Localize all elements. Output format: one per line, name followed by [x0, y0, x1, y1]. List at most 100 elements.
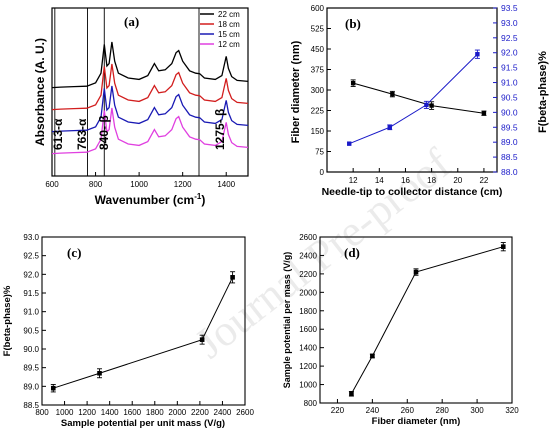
panel-c-x-tick-label: 2000 [168, 408, 186, 417]
panel-a-series-line [51, 107, 249, 155]
panel-b-chart: 12 14 16 18 20 22 0 75 150 225 300 375 450 525 600 88.0… [290, 3, 549, 198]
panel-d-y-tick-label: 1000 [299, 381, 317, 390]
panel-c-data-point [50, 385, 56, 391]
panel-c-data-point [230, 275, 235, 280]
panel-b-data-point [347, 141, 352, 146]
panel-c-data-point [97, 370, 102, 376]
panel-d-x-tick-label: 280 [436, 406, 450, 415]
panel-a-annotation-label: 613-α [51, 118, 65, 150]
panel-b-y-axis-label-right: F(beta-phase)% [537, 51, 549, 133]
panel-b-y-left-tick-label: 300 [311, 86, 325, 95]
panel-d-chart: 220 240 260 280 300 320 800 1000 1200 1400 1600 180… [282, 233, 519, 427]
panel-a-x-axis-label: Wavenumber (cm-1) [95, 192, 206, 207]
panel-c-y-tick-label: 91.0 [23, 308, 39, 317]
panel-b-y-left-tick-label: 0 [320, 168, 325, 177]
panel-d-y-tick-label: 1800 [299, 307, 317, 316]
panel-d-data-point [349, 391, 354, 397]
panel-d-y-tick-label: 800 [304, 399, 318, 408]
panel-c-series [50, 271, 236, 393]
panel-d-plot-frame [319, 236, 513, 404]
panel-a-annotation-label: 763-α [75, 118, 89, 150]
panel-d-series-line [350, 246, 504, 395]
panel-d-x-tick-label: 220 [331, 406, 345, 415]
panel-b-data-point [475, 52, 480, 57]
panel-a-annotation-label: 840- β [97, 115, 111, 150]
panel-b-y-right-tick-label: 92.5 [501, 33, 518, 43]
panel-b-data-point [424, 102, 429, 108]
panel-d-y-tick-label: 1600 [299, 325, 317, 334]
panel-b-y-left-tick-label: 375 [311, 66, 325, 75]
panel-b-y-left-tick-label: 450 [311, 45, 325, 54]
panel-a-series-line [51, 41, 249, 89]
panel-c-y-tick-label: 91.5 [23, 289, 39, 298]
panel-c-label: (c) [67, 245, 81, 260]
panel-d-y-axis-label: Sample potential per mass (V/g) [282, 252, 292, 389]
panel-b-x-tick-label: 20 [453, 176, 462, 185]
panel-a-annotations: 613-α 763-α 840- β 1275- β [51, 109, 227, 150]
panel-a-x-tick-label: 1400 [217, 180, 235, 189]
panel-a-annotation-label: 1275- β [213, 109, 227, 150]
panel-a-x-tick-label: 1000 [130, 180, 148, 189]
panel-c-x-tick-label: 2600 [236, 408, 254, 417]
panel-b-ticks: 12 14 16 18 20 22 0 75 150 225 300 375 450 525 600 88.0… [311, 3, 518, 185]
panel-c-y-tick-label: 89.5 [23, 364, 39, 373]
panel-b-y-left-tick-label: 150 [311, 127, 325, 136]
panel-b-data-point [387, 125, 392, 130]
panel-a-x-ticks: 600 800 1000 1200 1400 [45, 172, 236, 189]
panel-d-ticks: 220 240 260 280 300 320 800 1000 1200 1400 1600 180… [299, 233, 519, 415]
panel-b-x-tick-label: 14 [375, 176, 384, 185]
panel-c-y-tick-label: 90.5 [23, 326, 39, 335]
panel-b-y-right-tick-label: 90.5 [501, 92, 518, 102]
panel-b-y-left-tick-label: 525 [311, 25, 325, 34]
panel-a-legend-label: 22 cm [218, 10, 240, 19]
panel-a-y-axis-label: Absorbance (A. U.) [33, 38, 47, 146]
panel-b-plot-frame [326, 7, 498, 173]
panel-c-series-line [53, 277, 234, 389]
panel-a-legend-label: 12 cm [218, 40, 240, 49]
panel-d-label: (d) [344, 245, 360, 260]
panel-a-x-axis-label-sup: -1 [194, 192, 202, 201]
panel-a-series-line [51, 85, 249, 133]
panel-a-legend-label: 15 cm [218, 30, 240, 39]
panel-c-y-tick-label: 92.5 [23, 252, 39, 261]
panel-b-y-right-tick-label: 93.5 [501, 3, 518, 13]
panel-a-x-tick-label: 600 [45, 180, 59, 189]
panel-b-x-tick-label: 16 [401, 176, 410, 185]
panel-d-y-tick-label: 2000 [299, 288, 317, 297]
panel-d-y-tick-label: 1200 [299, 362, 317, 371]
panel-a-series-line [51, 63, 249, 111]
panel-c-y-tick-label: 93.0 [23, 233, 39, 242]
panel-c-y-tick-label: 92.0 [23, 270, 39, 279]
panel-b-y-left-tick-label: 75 [315, 148, 324, 157]
panel-a-plot-frame [51, 7, 249, 177]
panel-b-y-right-tick-label: 89.5 [501, 122, 518, 132]
panel-c-y-tick-label: 90.0 [23, 345, 39, 354]
panel-b-y-axis-label-left: Fiber diameter (nm) [290, 40, 302, 143]
panel-b-x-tick-label: 22 [479, 176, 488, 185]
panel-b-series [347, 49, 487, 146]
panel-a-x-tick-label: 1200 [174, 180, 192, 189]
panel-d-data-point [413, 269, 419, 275]
panel-c-y-tick-label: 88.5 [23, 401, 39, 410]
panel-d-x-tick-label: 260 [401, 406, 415, 415]
panel-d-x-tick-label: 300 [470, 406, 484, 415]
panel-c-x-tick-label: 2400 [214, 408, 232, 417]
panel-c-data-point [199, 337, 205, 342]
panel-b-data-point [481, 111, 487, 116]
panel-c-x-tick-label: 1200 [78, 408, 96, 417]
panel-c-x-tick-label: 800 [35, 408, 49, 417]
panel-b-data-point [429, 103, 434, 108]
panel-d-x-axis-label: Fiber diameter (nm) [372, 416, 461, 427]
panel-b-y-right-tick-label: 91.5 [501, 63, 518, 73]
panel-b-series-line [353, 82, 484, 114]
panel-b-y-right-tick-label: 91.0 [501, 78, 518, 88]
panel-c-y-axis-label: F(beta-phase)% [2, 285, 13, 356]
panel-c-x-tick-label: 1000 [56, 408, 74, 417]
panel-b-data-point [350, 80, 356, 86]
panel-b-label: (b) [345, 16, 361, 31]
panel-c-plot-frame [41, 236, 246, 406]
panel-a-legend-label: 18 cm [218, 20, 240, 29]
panel-a-x-axis-label-main: Wavenumber (cm [95, 193, 195, 207]
panel-c-x-tick-label: 1600 [123, 408, 141, 417]
